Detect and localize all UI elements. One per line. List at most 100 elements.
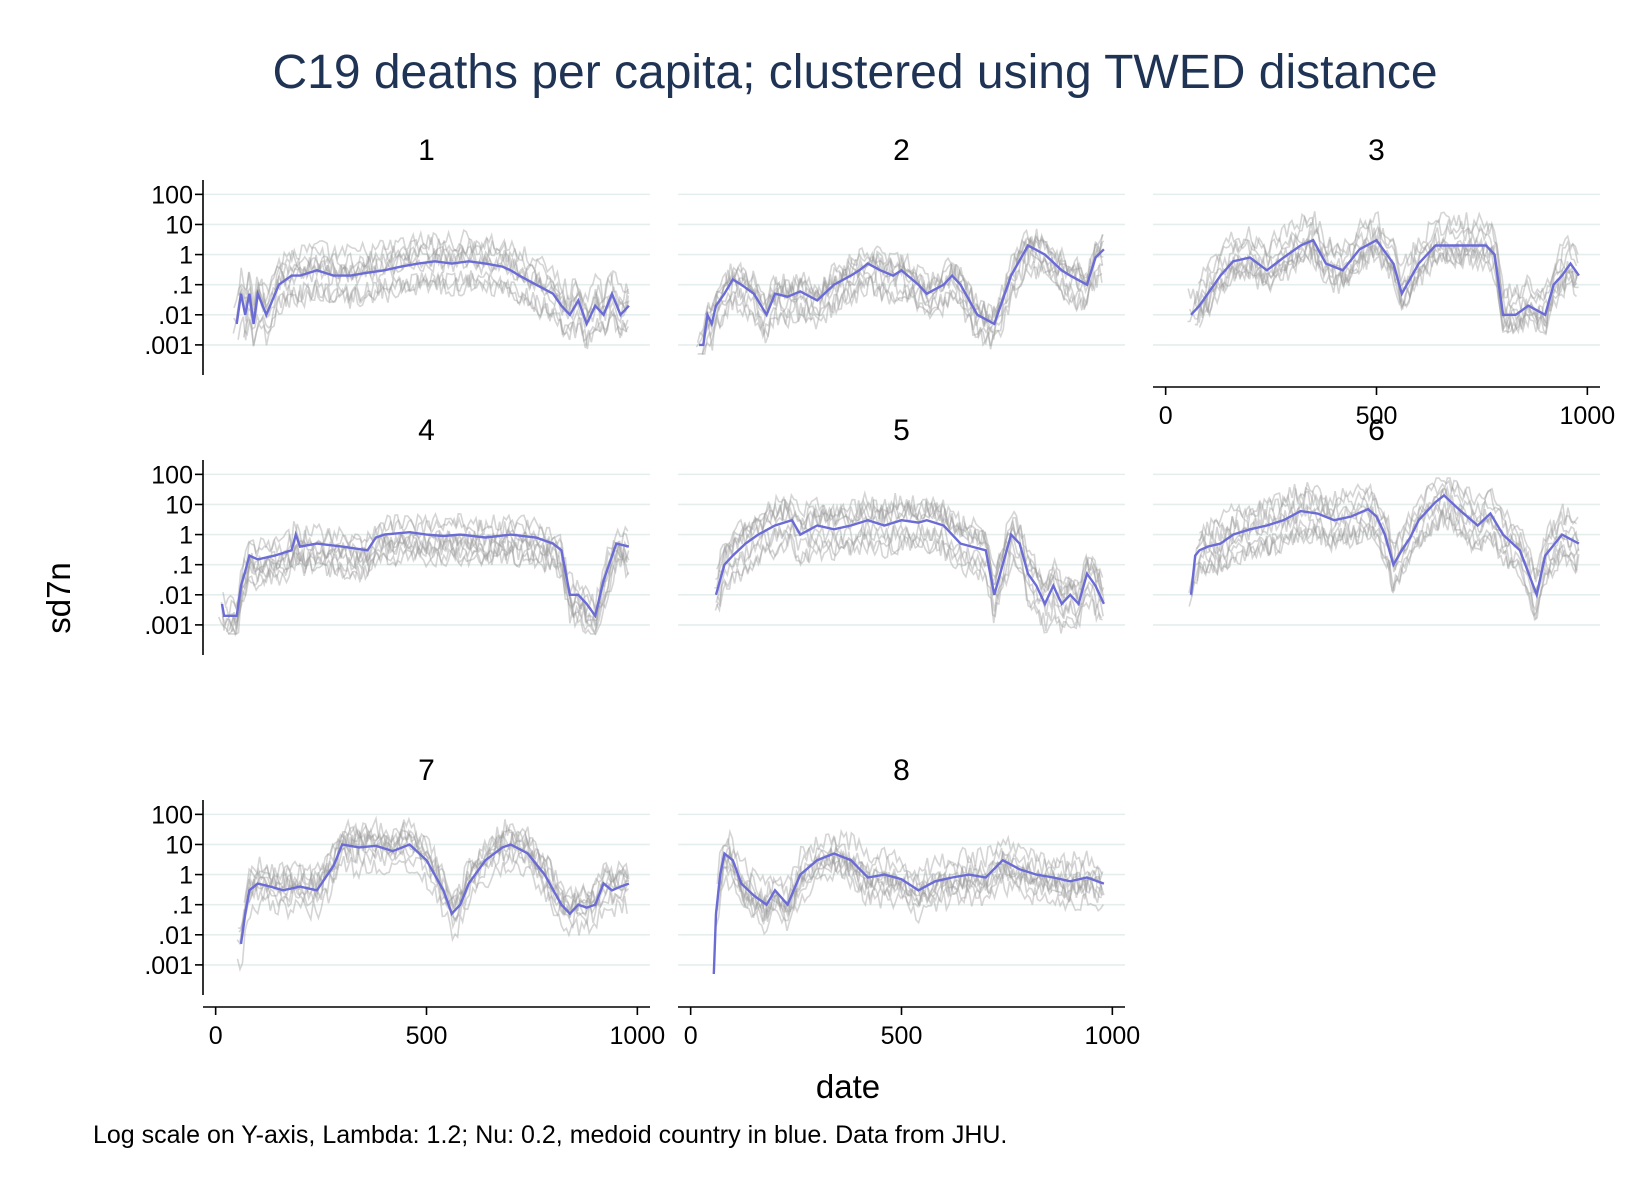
member-series-line <box>715 489 1104 593</box>
chart-title: C19 deaths per capita; clustered using T… <box>272 46 1437 99</box>
y-tick-label: 1 <box>179 862 193 890</box>
member-series-line <box>721 845 1103 910</box>
member-series-line <box>1190 501 1580 612</box>
x-tick-label: 1000 <box>1560 402 1616 430</box>
member-series-line <box>227 543 629 636</box>
y-tick-label: .01 <box>158 302 193 330</box>
member-series-line <box>715 519 1104 619</box>
member-series-line <box>1196 509 1578 617</box>
member-series-line <box>1195 484 1580 583</box>
member-series-line <box>217 545 630 635</box>
y-tick-label: .1 <box>172 892 193 920</box>
y-tick-label: 100 <box>151 801 193 829</box>
panel-6: 6 <box>1153 414 1600 626</box>
member-series-line <box>1193 222 1578 316</box>
member-series-line <box>1198 247 1578 335</box>
chart-note: Log scale on Y-axis, Lambda: 1.2; Nu: 0.… <box>93 1121 1007 1149</box>
member-series-line <box>222 511 629 614</box>
medoid-series-line <box>1190 238 1580 317</box>
y-tick-label: .001 <box>144 952 193 980</box>
panel-label: 4 <box>418 414 435 447</box>
member-series-line <box>237 228 629 310</box>
member-series-line <box>1197 477 1579 580</box>
y-tick-label: 10 <box>165 211 193 239</box>
member-series-line <box>228 530 630 632</box>
y-tick-label: 1 <box>179 522 193 550</box>
panel-3: 3 0 500 1000 <box>1153 134 1615 430</box>
y-tick-label: 10 <box>165 831 193 859</box>
panel-5: 5 <box>678 414 1125 634</box>
panel-label: 2 <box>893 134 910 167</box>
member-series-line <box>243 271 628 343</box>
y-tick-label: 10 <box>165 491 193 519</box>
member-series-line <box>243 822 630 911</box>
panel-label: 6 <box>1368 414 1385 447</box>
x-tick-label: 1000 <box>610 1022 666 1050</box>
member-series-line <box>716 846 1103 920</box>
panel-label: 1 <box>418 134 435 167</box>
member-series-line <box>229 537 628 638</box>
panel-8: 8 0 500 1000 <box>678 754 1140 1050</box>
medoid-series-line <box>235 260 630 328</box>
member-series-line <box>716 828 1103 890</box>
member-series-line <box>232 251 629 334</box>
y-tick-label: 1 <box>179 242 193 270</box>
y-tick-label: 100 <box>151 461 193 489</box>
x-tick-label: 0 <box>684 1022 698 1050</box>
member-series-line <box>715 866 1104 936</box>
member-series-line <box>716 496 1105 603</box>
medoid-series-line <box>220 530 630 619</box>
member-series-line <box>1188 506 1580 620</box>
x-tick-label: 0 <box>1159 402 1173 430</box>
y-tick-label: 100 <box>151 181 193 209</box>
member-series-line <box>1194 239 1578 335</box>
member-series-line <box>1187 214 1579 307</box>
member-series-line <box>718 501 1105 606</box>
panel-2: 2 <box>678 134 1125 355</box>
member-series-line <box>716 531 1103 634</box>
medoid-series-line <box>239 843 630 945</box>
x-axis-label: date <box>816 1068 880 1105</box>
member-series-line <box>696 228 1104 343</box>
y-tick-label: .001 <box>144 612 193 640</box>
member-series-line <box>1198 509 1579 622</box>
member-series-line <box>1197 211 1579 300</box>
member-series-line <box>714 836 1104 925</box>
member-series-line <box>721 845 1105 919</box>
medoid-series-line <box>712 851 1105 975</box>
member-series-line <box>716 517 1103 622</box>
y-tick-label: .001 <box>144 332 193 360</box>
member-series-line <box>701 262 1103 355</box>
panel-label: 5 <box>893 414 910 447</box>
member-series-line <box>714 499 1103 597</box>
panel-label: 3 <box>1368 134 1385 167</box>
member-series-line <box>236 826 628 946</box>
member-series-line <box>716 854 1103 921</box>
medoid-series-line <box>714 518 1105 607</box>
panel-label: 8 <box>893 754 910 787</box>
y-tick-label: .1 <box>172 552 193 580</box>
y-tick-label: .01 <box>158 582 193 610</box>
member-series-line <box>1198 241 1579 336</box>
x-tick-label: 0 <box>209 1022 223 1050</box>
y-tick-label: .01 <box>158 922 193 950</box>
x-tick-label: 500 <box>1356 402 1398 430</box>
y-axis-label: sd7n <box>40 562 77 634</box>
member-series-line <box>714 533 1103 634</box>
member-series-line <box>238 247 630 324</box>
y-tick-label: .1 <box>172 272 193 300</box>
member-series-line <box>226 532 628 633</box>
member-series-line <box>719 499 1103 600</box>
member-series-line <box>246 815 628 901</box>
member-series-line <box>237 270 629 350</box>
member-series-line <box>233 244 630 325</box>
panel-label: 7 <box>418 754 435 787</box>
member-series-line <box>1199 477 1578 577</box>
member-series-line <box>704 234 1104 325</box>
member-series-line <box>702 237 1104 338</box>
